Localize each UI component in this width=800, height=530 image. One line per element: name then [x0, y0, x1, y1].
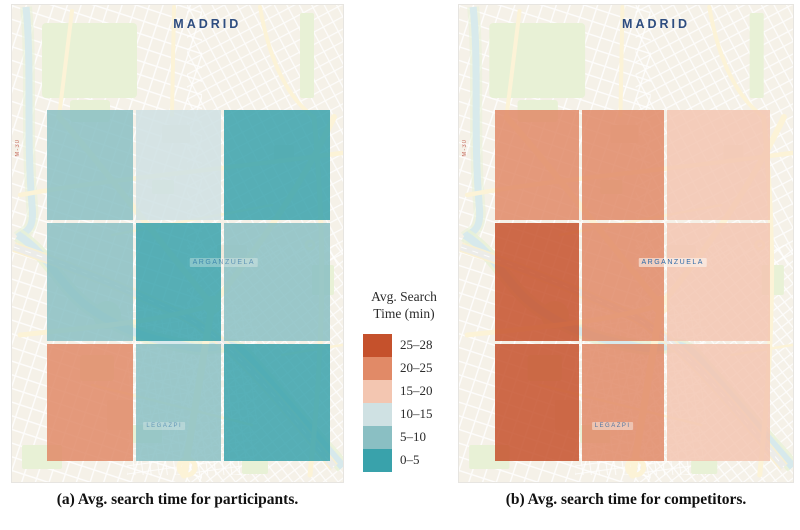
legend-row: 5–10: [363, 425, 456, 449]
choropleth-grid: [47, 109, 330, 462]
city-label: MADRID: [173, 17, 242, 32]
grid-cell: [581, 344, 665, 462]
legend-swatch: [363, 379, 392, 403]
legend-row: 25–28: [363, 333, 456, 357]
grid-cell: [136, 109, 222, 221]
district-label-legazpi: LEGAZPI: [143, 422, 186, 431]
legend-swatch: [363, 448, 392, 472]
choropleth-grid: [495, 109, 770, 462]
legend-title-line1: Avg. Search: [371, 289, 437, 304]
legend-bin-label: 15–20: [400, 383, 433, 399]
legend-bin-label: 10–15: [400, 406, 433, 422]
legend-row: 20–25: [363, 356, 456, 380]
grid-cell: [47, 109, 134, 221]
legend-title-line2: Time (min): [373, 306, 435, 322]
grid-cell: [224, 344, 330, 462]
grid-cell: [136, 223, 222, 342]
legend-row: 0–5: [363, 448, 456, 472]
legend-swatch: [363, 356, 392, 380]
legend-row: 10–15: [363, 402, 456, 426]
caption-b: (b) Avg. search time for competitors.: [505, 491, 747, 508]
district-label-arganzuela: ARGANZUELA: [189, 257, 259, 267]
grid-cell: [136, 344, 222, 462]
district-label-arganzuela: ARGANZUELA: [638, 257, 707, 267]
legend-title: Avg. Search Time (min): [352, 288, 456, 323]
grid-cell: [667, 344, 770, 462]
road-label-m30: M-30: [14, 138, 21, 157]
grid-cell: [495, 344, 579, 462]
grid-cell: [581, 109, 665, 221]
legend-swatch: [363, 425, 392, 449]
legend-bin-label: 0–5: [400, 452, 420, 468]
city-label: MADRID: [622, 17, 691, 32]
road-label-m30: M-30: [461, 138, 468, 157]
legend-bins: 25–28 20–25 15–20 10–15 5–10 0–5: [363, 333, 456, 472]
legend-bin-label: 5–10: [400, 429, 426, 445]
grid-cell: [47, 344, 134, 462]
grid-cell: [667, 109, 770, 221]
map-panel-participants: MADRID ARGANZUELA LEGAZPI M-30: [11, 4, 344, 483]
caption-a: (a) Avg. search time for participants.: [56, 491, 299, 508]
grid-cell: [667, 223, 770, 342]
legend-bin-label: 20–25: [400, 360, 433, 376]
grid-cell: [224, 223, 330, 342]
grid-cell: [47, 223, 134, 342]
legend-swatch: [363, 402, 392, 426]
district-label-legazpi: LEGAZPI: [591, 422, 634, 431]
legend-swatch: [363, 333, 392, 357]
grid-cell: [581, 223, 665, 342]
grid-cell: [224, 109, 330, 221]
legend-bin-label: 25–28: [400, 337, 433, 353]
legend-row: 15–20: [363, 379, 456, 403]
map-panel-competitors: MADRID ARGANZUELA LEGAZPI M-30: [458, 4, 794, 483]
legend: Avg. Search Time (min) 25–28 20–25 15–20 10…: [352, 288, 456, 472]
grid-cell: [495, 223, 579, 342]
grid-cell: [495, 109, 579, 221]
